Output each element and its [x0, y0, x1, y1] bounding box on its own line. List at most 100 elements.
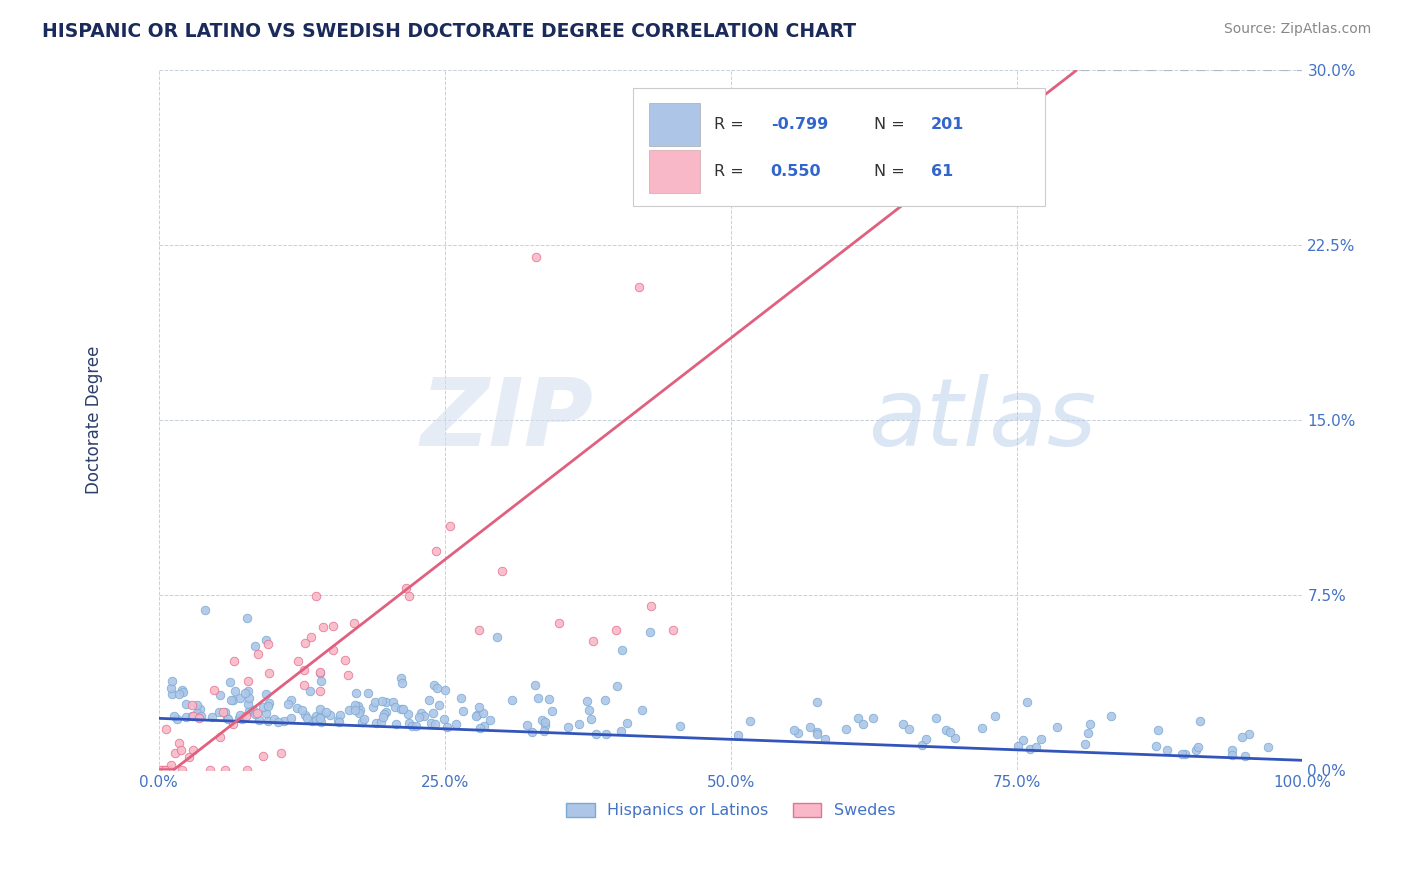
Point: [534, 715, 557, 730]
Point: [309, 701, 332, 715]
Point: [606, 679, 628, 693]
Point: [181, 708, 204, 723]
Point: [471, 706, 494, 720]
Point: [364, 695, 387, 709]
Point: [309, 707, 332, 722]
Point: [280, 693, 302, 707]
Point: [524, 678, 547, 692]
Point: [943, 731, 966, 746]
Point: [235, 686, 257, 700]
Point: [1074, 737, 1097, 751]
Point: [169, 742, 191, 756]
Point: [1220, 748, 1243, 763]
Point: [526, 690, 548, 705]
Point: [1045, 721, 1067, 735]
Text: 201: 201: [931, 117, 965, 132]
Legend: Hispanics or Latinos, Swedes: Hispanics or Latinos, Swedes: [560, 797, 901, 824]
FancyBboxPatch shape: [634, 87, 1045, 206]
Point: [616, 716, 638, 731]
FancyBboxPatch shape: [650, 103, 700, 146]
Point: [224, 684, 246, 698]
Point: [155, 723, 177, 737]
Point: [939, 725, 962, 739]
Point: [295, 711, 318, 725]
Point: [911, 739, 934, 753]
Point: [150, 763, 173, 777]
Point: [160, 687, 183, 701]
Point: [582, 634, 605, 648]
Point: [370, 715, 392, 730]
Point: [208, 730, 231, 744]
Point: [312, 620, 335, 634]
Point: [231, 712, 253, 726]
Point: [245, 639, 267, 653]
Point: [375, 695, 398, 709]
Point: [501, 693, 523, 707]
Text: R =: R =: [713, 164, 748, 179]
Point: [1099, 709, 1122, 723]
Point: [436, 720, 458, 734]
Point: [395, 581, 418, 595]
Point: [305, 708, 328, 723]
Point: [423, 717, 446, 731]
Point: [411, 706, 433, 720]
Point: [786, 726, 808, 740]
Point: [187, 711, 209, 725]
Point: [384, 717, 406, 731]
Point: [150, 763, 173, 777]
Point: [172, 685, 194, 699]
Point: [631, 703, 654, 717]
Point: [783, 723, 806, 737]
Point: [593, 692, 616, 706]
Point: [439, 519, 461, 533]
Point: [486, 630, 509, 644]
Point: [935, 723, 957, 737]
Point: [846, 711, 869, 725]
Text: N =: N =: [873, 164, 910, 179]
Point: [1156, 743, 1178, 757]
Point: [335, 653, 357, 667]
Point: [155, 763, 177, 777]
Point: [201, 710, 224, 724]
Point: [391, 676, 413, 690]
Point: [862, 711, 884, 725]
Point: [247, 647, 270, 661]
Point: [408, 710, 430, 724]
Point: [287, 654, 309, 668]
Point: [413, 709, 436, 723]
Point: [662, 623, 685, 637]
Point: [984, 709, 1007, 723]
Point: [579, 712, 602, 726]
Point: [444, 717, 467, 731]
Point: [610, 724, 633, 739]
Point: [305, 714, 328, 728]
Point: [1220, 743, 1243, 757]
Point: [640, 599, 662, 614]
Point: [364, 716, 387, 731]
Point: [257, 714, 280, 729]
Point: [174, 697, 197, 711]
Point: [238, 691, 260, 706]
Point: [187, 710, 209, 724]
Text: Source: ZipAtlas.com: Source: ZipAtlas.com: [1223, 22, 1371, 37]
Point: [398, 589, 420, 603]
Point: [257, 698, 280, 713]
Point: [891, 717, 914, 731]
Point: [235, 708, 257, 723]
Point: [422, 706, 444, 721]
Point: [165, 746, 187, 760]
Point: [813, 732, 835, 747]
Point: [257, 697, 280, 711]
Point: [595, 727, 617, 741]
Point: [382, 695, 405, 709]
Point: [392, 701, 415, 715]
Point: [181, 698, 204, 712]
Point: [299, 684, 322, 698]
Point: [533, 723, 555, 738]
Point: [179, 749, 201, 764]
Point: [398, 715, 420, 730]
Point: [1170, 747, 1192, 762]
Point: [1187, 739, 1209, 754]
Point: [169, 736, 191, 750]
Point: [537, 692, 560, 706]
